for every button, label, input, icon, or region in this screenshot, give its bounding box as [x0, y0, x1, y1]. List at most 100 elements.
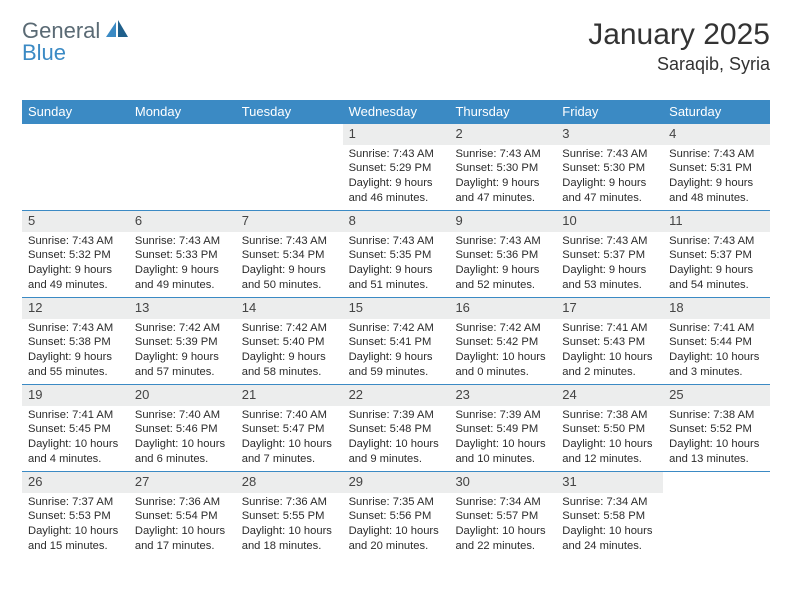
sunrise-text: Sunrise: 7:43 AM [349, 147, 444, 162]
calendar-day-number: 30 [449, 472, 556, 493]
daylight-line-1: Daylight: 9 hours [349, 176, 444, 191]
daylight-line-1: Daylight: 10 hours [562, 350, 657, 365]
sunrise-text: Sunrise: 7:39 AM [455, 408, 550, 423]
daylight-line-1: Daylight: 9 hours [562, 176, 657, 191]
daylight-line-2: and 17 minutes. [135, 539, 230, 554]
sunset-text: Sunset: 5:30 PM [562, 161, 657, 176]
calendar-day-number: 5 [22, 211, 129, 232]
calendar-day-cell: 8Sunrise: 7:43 AMSunset: 5:35 PMDaylight… [343, 211, 450, 297]
calendar-day-body: Sunrise: 7:34 AMSunset: 5:58 PMDaylight:… [556, 493, 663, 557]
calendar-day-number: 29 [343, 472, 450, 493]
calendar-day-body: Sunrise: 7:43 AMSunset: 5:35 PMDaylight:… [343, 232, 450, 296]
calendar-location: Saraqib, Syria [588, 54, 770, 75]
calendar-day-cell: 26Sunrise: 7:37 AMSunset: 5:53 PMDayligh… [22, 472, 129, 558]
sunset-text: Sunset: 5:40 PM [242, 335, 337, 350]
calendar-day-number: 7 [236, 211, 343, 232]
sunset-text: Sunset: 5:37 PM [562, 248, 657, 263]
calendar-day-header: Sunday [22, 100, 129, 123]
calendar-day-cell: 11Sunrise: 7:43 AMSunset: 5:37 PMDayligh… [663, 211, 770, 297]
daylight-line-2: and 7 minutes. [242, 452, 337, 467]
daylight-line-2: and 59 minutes. [349, 365, 444, 380]
daylight-line-1: Daylight: 10 hours [28, 524, 123, 539]
calendar-day-cell: 4Sunrise: 7:43 AMSunset: 5:31 PMDaylight… [663, 124, 770, 210]
calendar-day-number: 16 [449, 298, 556, 319]
calendar-day-body: Sunrise: 7:37 AMSunset: 5:53 PMDaylight:… [22, 493, 129, 557]
daylight-line-1: Daylight: 10 hours [242, 524, 337, 539]
daylight-line-1: Daylight: 9 hours [455, 176, 550, 191]
calendar-week-row: 5Sunrise: 7:43 AMSunset: 5:32 PMDaylight… [22, 210, 770, 297]
sunset-text: Sunset: 5:46 PM [135, 422, 230, 437]
daylight-line-1: Daylight: 10 hours [349, 524, 444, 539]
calendar-day-header: Monday [129, 100, 236, 123]
calendar-day-cell: 6Sunrise: 7:43 AMSunset: 5:33 PMDaylight… [129, 211, 236, 297]
calendar-day-cell [129, 124, 236, 210]
daylight-line-2: and 6 minutes. [135, 452, 230, 467]
calendar-day-body: Sunrise: 7:43 AMSunset: 5:30 PMDaylight:… [556, 145, 663, 209]
calendar-day-header: Friday [556, 100, 663, 123]
calendar-day-number: 27 [129, 472, 236, 493]
calendar-day-number: 31 [556, 472, 663, 493]
sunrise-text: Sunrise: 7:41 AM [28, 408, 123, 423]
sunset-text: Sunset: 5:57 PM [455, 509, 550, 524]
calendar-day-number: 21 [236, 385, 343, 406]
sunset-text: Sunset: 5:29 PM [349, 161, 444, 176]
calendar-title: January 2025 [588, 18, 770, 52]
daylight-line-1: Daylight: 10 hours [669, 437, 764, 452]
sunset-text: Sunset: 5:52 PM [669, 422, 764, 437]
daylight-line-1: Daylight: 10 hours [349, 437, 444, 452]
calendar-day-body: Sunrise: 7:38 AMSunset: 5:50 PMDaylight:… [556, 406, 663, 470]
calendar-day-body: Sunrise: 7:38 AMSunset: 5:52 PMDaylight:… [663, 406, 770, 470]
sunset-text: Sunset: 5:44 PM [669, 335, 764, 350]
sunset-text: Sunset: 5:34 PM [242, 248, 337, 263]
daylight-line-1: Daylight: 9 hours [349, 263, 444, 278]
calendar-day-cell: 30Sunrise: 7:34 AMSunset: 5:57 PMDayligh… [449, 472, 556, 558]
calendar-week-row: 19Sunrise: 7:41 AMSunset: 5:45 PMDayligh… [22, 384, 770, 471]
calendar-week-row: 1Sunrise: 7:43 AMSunset: 5:29 PMDaylight… [22, 123, 770, 210]
calendar-day-header: Thursday [449, 100, 556, 123]
calendar-day-body: Sunrise: 7:43 AMSunset: 5:36 PMDaylight:… [449, 232, 556, 296]
sunset-text: Sunset: 5:50 PM [562, 422, 657, 437]
sunset-text: Sunset: 5:41 PM [349, 335, 444, 350]
sunrise-text: Sunrise: 7:34 AM [455, 495, 550, 510]
calendar-day-cell: 24Sunrise: 7:38 AMSunset: 5:50 PMDayligh… [556, 385, 663, 471]
calendar-day-body: Sunrise: 7:43 AMSunset: 5:33 PMDaylight:… [129, 232, 236, 296]
sunrise-text: Sunrise: 7:43 AM [669, 147, 764, 162]
calendar-day-number: 1 [343, 124, 450, 145]
calendar-week-row: 12Sunrise: 7:43 AMSunset: 5:38 PMDayligh… [22, 297, 770, 384]
sunset-text: Sunset: 5:37 PM [669, 248, 764, 263]
sunset-text: Sunset: 5:33 PM [135, 248, 230, 263]
calendar-day-cell: 12Sunrise: 7:43 AMSunset: 5:38 PMDayligh… [22, 298, 129, 384]
daylight-line-1: Daylight: 9 hours [242, 263, 337, 278]
daylight-line-2: and 9 minutes. [349, 452, 444, 467]
calendar-day-number: 24 [556, 385, 663, 406]
calendar-day-body: Sunrise: 7:43 AMSunset: 5:38 PMDaylight:… [22, 319, 129, 383]
sunrise-text: Sunrise: 7:34 AM [562, 495, 657, 510]
calendar-day-cell: 23Sunrise: 7:39 AMSunset: 5:49 PMDayligh… [449, 385, 556, 471]
calendar-day-body: Sunrise: 7:43 AMSunset: 5:31 PMDaylight:… [663, 145, 770, 209]
calendar-header-row: SundayMondayTuesdayWednesdayThursdayFrid… [22, 100, 770, 123]
calendar-day-number: 18 [663, 298, 770, 319]
sunrise-text: Sunrise: 7:41 AM [669, 321, 764, 336]
calendar-day-body: Sunrise: 7:43 AMSunset: 5:29 PMDaylight:… [343, 145, 450, 209]
calendar-day-body: Sunrise: 7:35 AMSunset: 5:56 PMDaylight:… [343, 493, 450, 557]
daylight-line-1: Daylight: 9 hours [135, 263, 230, 278]
calendar-day-body: Sunrise: 7:42 AMSunset: 5:39 PMDaylight:… [129, 319, 236, 383]
calendar-day-number: 2 [449, 124, 556, 145]
calendar-day-body: Sunrise: 7:43 AMSunset: 5:37 PMDaylight:… [556, 232, 663, 296]
calendar-day-cell: 5Sunrise: 7:43 AMSunset: 5:32 PMDaylight… [22, 211, 129, 297]
calendar-day-number: 9 [449, 211, 556, 232]
calendar-day-body: Sunrise: 7:39 AMSunset: 5:49 PMDaylight:… [449, 406, 556, 470]
calendar-day-header: Wednesday [343, 100, 450, 123]
calendar-day-body: Sunrise: 7:40 AMSunset: 5:46 PMDaylight:… [129, 406, 236, 470]
daylight-line-2: and 54 minutes. [669, 278, 764, 293]
daylight-line-2: and 18 minutes. [242, 539, 337, 554]
sunrise-text: Sunrise: 7:36 AM [135, 495, 230, 510]
calendar-day-number: 15 [343, 298, 450, 319]
daylight-line-1: Daylight: 9 hours [135, 350, 230, 365]
sunrise-text: Sunrise: 7:42 AM [349, 321, 444, 336]
sunset-text: Sunset: 5:53 PM [28, 509, 123, 524]
sunset-text: Sunset: 5:30 PM [455, 161, 550, 176]
calendar-day-header: Tuesday [236, 100, 343, 123]
sunrise-text: Sunrise: 7:43 AM [135, 234, 230, 249]
calendar-day-number: 6 [129, 211, 236, 232]
